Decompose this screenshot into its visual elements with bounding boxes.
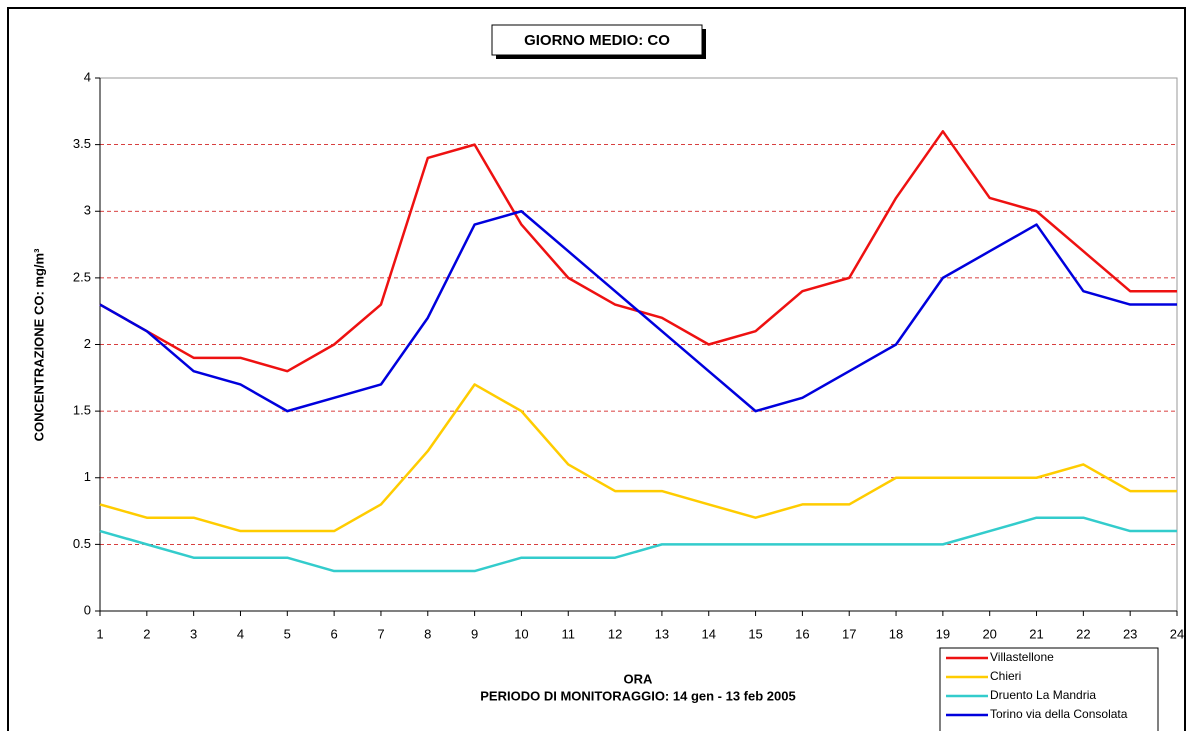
series-line <box>99 210 1177 413</box>
x-tick-label: 15 <box>748 626 762 641</box>
chart-title: GIORNO MEDIO: CO <box>524 32 670 49</box>
x-tick-label: 18 <box>889 626 903 641</box>
legend-label: Druento La Mandria <box>990 688 1096 702</box>
x-tick-label: 5 <box>284 626 291 641</box>
x-tick-label: 11 <box>562 626 576 641</box>
x-tick-label: 7 <box>377 626 384 641</box>
y-tick-label: 0.5 <box>73 536 91 551</box>
y-tick-label: 1 <box>84 469 91 484</box>
x-tick-label: 16 <box>795 626 809 641</box>
note: PERIODO DI MONITORAGGIO: 14 gen - 13 feb… <box>480 688 795 703</box>
x-tick-label: 13 <box>655 626 669 641</box>
y-tick-label: 3.5 <box>73 136 91 151</box>
x-axis-label: ORA <box>624 671 654 686</box>
x-tick-label: 19 <box>936 626 950 641</box>
x-tick-label: 14 <box>702 626 716 641</box>
x-tick-label: 22 <box>1076 626 1090 641</box>
x-tick-label: 23 <box>1123 626 1137 641</box>
legend-label: Villastellone <box>990 650 1054 664</box>
x-tick-label: 20 <box>982 626 996 641</box>
legend-label: Chieri <box>990 669 1021 683</box>
legend-box <box>939 647 1159 731</box>
x-tick-label: 12 <box>608 626 622 641</box>
y-tick-label: 2.5 <box>73 269 91 284</box>
y-tick-label: 0 <box>84 602 91 617</box>
x-tick-label: 6 <box>331 626 338 641</box>
x-tick-label: 21 <box>1029 626 1043 641</box>
x-tick-label: 17 <box>842 626 856 641</box>
y-tick-label: 3 <box>84 203 91 218</box>
x-tick-label: 2 <box>143 626 150 641</box>
legend-label: Torino via della Consolata <box>990 707 1128 721</box>
x-tick-label: 1 <box>96 626 103 641</box>
x-tick-label: 3 <box>190 626 197 641</box>
x-tick-label: 8 <box>424 626 431 641</box>
x-tick-label: 9 <box>471 626 478 641</box>
y-tick-label: 1.5 <box>73 403 91 418</box>
y-tick-label: 4 <box>84 69 91 84</box>
series-line <box>99 383 1177 533</box>
series-line <box>99 516 1177 573</box>
x-tick-label: 24 <box>1170 626 1184 641</box>
title-box <box>491 24 703 56</box>
y-tick-label: 2 <box>84 336 91 351</box>
y-axis-label: CONCENTRAZIONE CO: mg/m³ <box>31 248 46 442</box>
x-tick-label: 4 <box>237 626 244 641</box>
x-tick-label: 10 <box>514 626 528 641</box>
